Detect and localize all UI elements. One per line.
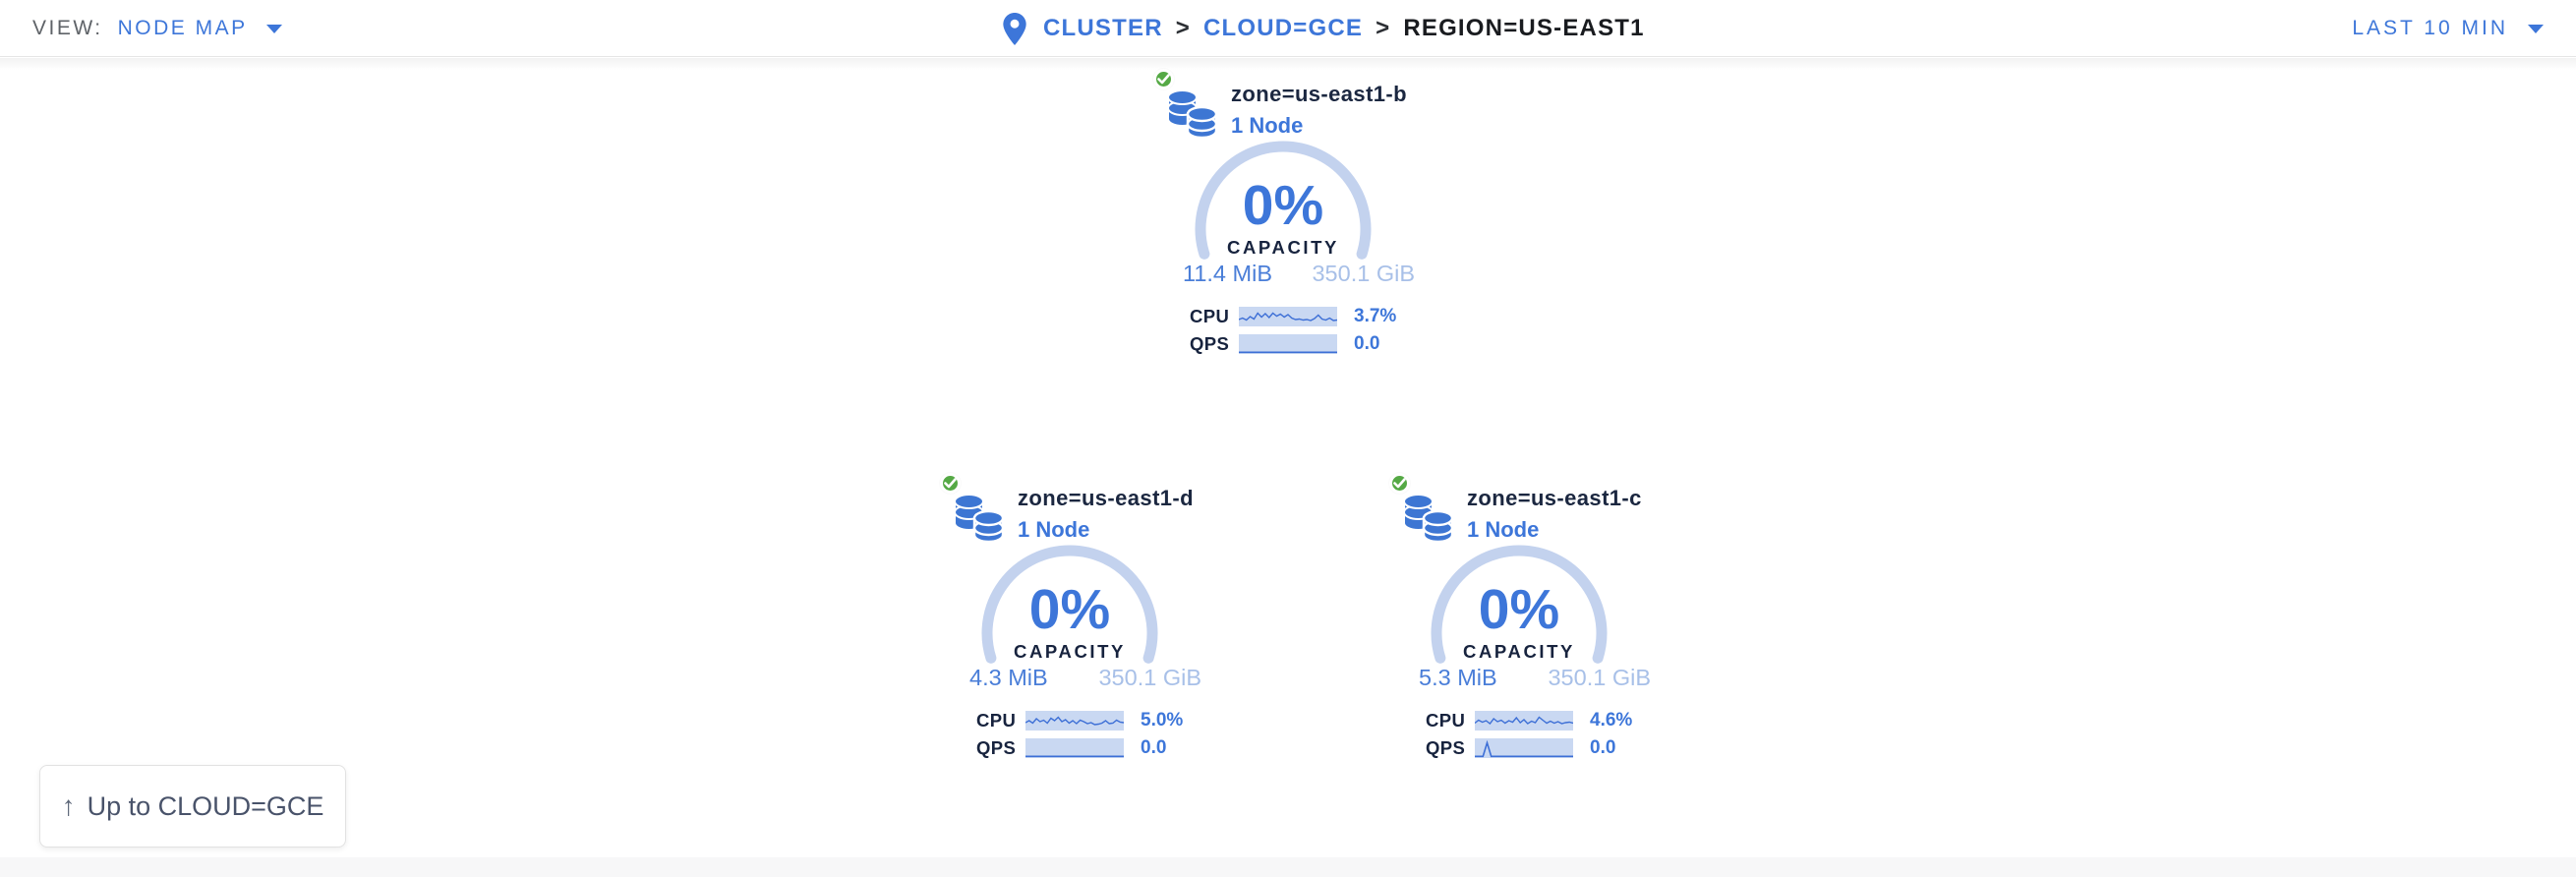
view-label: VIEW: xyxy=(32,17,103,39)
capacity-used: 4.3 MiB xyxy=(969,665,1048,690)
capacity-total: 350.1 GiB xyxy=(1312,261,1415,286)
zone-card-us-east1-b[interactable]: zone=us-east1-b 1 Node 0% CAPACITY 11.4 … xyxy=(1136,69,1431,364)
arrow-up-icon: ↑ xyxy=(61,790,76,821)
zone-card-titles: zone=us-east1-b 1 Node xyxy=(1231,69,1413,139)
database-stack-icon xyxy=(954,494,1005,544)
qps-metric-row: QPS 0.0 xyxy=(1426,737,1616,758)
breadcrumb-separator: > xyxy=(1376,15,1391,41)
qps-value: 0.0 xyxy=(1354,333,1380,354)
capacity-gauge[interactable]: 0% CAPACITY xyxy=(1190,136,1376,322)
capacity-gauge[interactable]: 0% CAPACITY xyxy=(1426,540,1612,727)
up-button-label: Up to CLOUD=GCE xyxy=(87,790,324,821)
breadcrumb: CLUSTER > CLOUD=GCE > REGION=US-EAST1 xyxy=(1003,0,1645,57)
healthy-check-icon xyxy=(1389,473,1410,494)
zone-title[interactable]: zone=us-east1-d xyxy=(1018,486,1194,510)
capacity-range-row: 11.4 MiB 350.1 GiB xyxy=(1183,261,1415,287)
healthy-check-icon xyxy=(1153,69,1174,89)
view-selector[interactable]: VIEW: NODE MAP xyxy=(32,0,282,57)
zone-node-count[interactable]: 1 Node xyxy=(1467,517,1540,542)
zone-card-titles: zone=us-east1-d 1 Node xyxy=(1018,473,1200,543)
cpu-value: 4.6% xyxy=(1590,710,1633,731)
capacity-percent: 0% xyxy=(1242,174,1324,237)
zone-node-count[interactable]: 1 Node xyxy=(1231,113,1304,138)
database-stack-icon xyxy=(1167,89,1218,140)
capacity-gauge[interactable]: 0% CAPACITY xyxy=(976,540,1163,727)
qps-sparkline xyxy=(1025,738,1124,758)
breadcrumb-cluster-link[interactable]: CLUSTER xyxy=(1043,15,1163,41)
qps-label: QPS xyxy=(1426,737,1466,758)
capacity-percent: 0% xyxy=(1478,578,1560,641)
qps-sparkline xyxy=(1239,334,1337,354)
cpu-metric-row: CPU 3.7% xyxy=(1190,306,1397,326)
capacity-gauge-ring xyxy=(981,545,1158,664)
capacity-range-row: 5.3 MiB 350.1 GiB xyxy=(1419,665,1651,691)
qps-sparkline xyxy=(1475,738,1573,758)
time-range-value[interactable]: LAST 10 MIN xyxy=(2352,17,2508,39)
healthy-check-icon xyxy=(940,473,961,494)
chevron-down-icon xyxy=(2528,24,2544,33)
capacity-gauge-ring xyxy=(1431,545,1608,664)
time-range-selector[interactable]: LAST 10 MIN xyxy=(2352,0,2544,57)
zone-card-us-east1-d[interactable]: zone=us-east1-d 1 Node 0% CAPACITY 4.3 M… xyxy=(922,473,1217,768)
capacity-gauge-ring xyxy=(1195,141,1372,260)
zone-title[interactable]: zone=us-east1-c xyxy=(1467,486,1642,510)
zone-card-header: zone=us-east1-c 1 Node xyxy=(1372,473,1667,550)
cpu-metric-row: CPU 5.0% xyxy=(976,710,1184,731)
chevron-down-icon xyxy=(265,24,282,33)
zone-title[interactable]: zone=us-east1-b xyxy=(1231,82,1407,106)
qps-metric-row: QPS 0.0 xyxy=(976,737,1167,758)
cpu-value: 3.7% xyxy=(1354,306,1397,326)
zone-card-titles: zone=us-east1-c 1 Node xyxy=(1467,473,1649,543)
qps-metric-row: QPS 0.0 xyxy=(1190,333,1380,354)
cpu-sparkline xyxy=(1475,711,1573,731)
cpu-sparkline xyxy=(1239,307,1337,326)
top-bar-shadow xyxy=(0,58,2576,70)
cpu-sparkline xyxy=(1025,711,1124,731)
zone-card-header: zone=us-east1-d 1 Node xyxy=(922,473,1217,550)
zone-node-count[interactable]: 1 Node xyxy=(1018,517,1090,542)
zone-icon-cluster xyxy=(940,473,1005,550)
capacity-total: 350.1 GiB xyxy=(1548,665,1651,690)
database-stack-icon xyxy=(1403,494,1454,544)
qps-label: QPS xyxy=(976,737,1017,758)
qps-value: 0.0 xyxy=(1590,737,1616,758)
capacity-label: CAPACITY xyxy=(1463,641,1575,662)
view-value[interactable]: NODE MAP xyxy=(117,17,248,39)
zone-icon-cluster xyxy=(1153,69,1218,146)
cpu-metric-row: CPU 4.6% xyxy=(1426,710,1633,731)
map-pin-icon xyxy=(1003,12,1026,45)
breadcrumb-current: REGION=US-EAST1 xyxy=(1403,15,1645,41)
capacity-used: 5.3 MiB xyxy=(1419,665,1497,690)
capacity-percent: 0% xyxy=(1028,578,1111,641)
breadcrumb-separator: > xyxy=(1175,15,1191,41)
capacity-label: CAPACITY xyxy=(1014,641,1126,662)
up-to-cloud-button[interactable]: ↑ Up to CLOUD=GCE xyxy=(39,765,346,848)
bottom-section-edge xyxy=(0,857,2576,877)
capacity-label: CAPACITY xyxy=(1227,237,1339,258)
cpu-value: 5.0% xyxy=(1141,710,1184,731)
top-bar: VIEW: NODE MAP CLUSTER > CLOUD=GCE > REG… xyxy=(0,0,2576,57)
cpu-label: CPU xyxy=(976,710,1017,731)
zone-icon-cluster xyxy=(1389,473,1454,550)
cpu-label: CPU xyxy=(1190,306,1230,326)
qps-value: 0.0 xyxy=(1141,737,1167,758)
cpu-label: CPU xyxy=(1426,710,1466,731)
zone-card-us-east1-c[interactable]: zone=us-east1-c 1 Node 0% CAPACITY 5.3 M… xyxy=(1372,473,1667,768)
qps-label: QPS xyxy=(1190,333,1230,354)
capacity-range-row: 4.3 MiB 350.1 GiB xyxy=(969,665,1201,691)
capacity-total: 350.1 GiB xyxy=(1098,665,1201,690)
breadcrumb-cloud-link[interactable]: CLOUD=GCE xyxy=(1202,15,1364,41)
capacity-used: 11.4 MiB xyxy=(1183,261,1272,286)
zone-card-header: zone=us-east1-b 1 Node xyxy=(1136,69,1431,146)
